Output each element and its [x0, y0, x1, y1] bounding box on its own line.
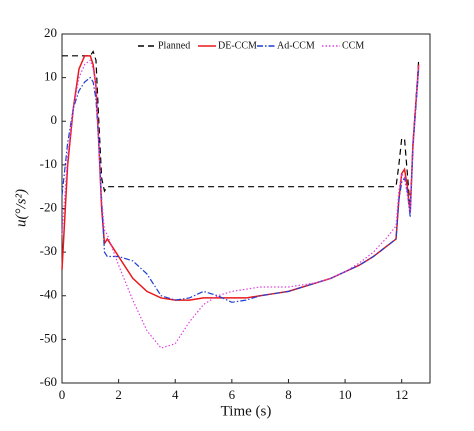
- y-tick-label: 20: [44, 25, 57, 40]
- series-line: [62, 50, 420, 209]
- y-tick-label: -50: [40, 330, 57, 345]
- y-tick-label: -30: [40, 243, 57, 258]
- series-line: [61, 55, 420, 301]
- legend-label: Planned: [158, 40, 190, 51]
- legend-label: Ad-CCM: [277, 40, 315, 51]
- x-tick-label: 6: [229, 387, 236, 402]
- x-tick-label: 8: [285, 387, 292, 402]
- series-line: [61, 59, 420, 349]
- y-tick-label: -20: [40, 199, 57, 214]
- legend-label: CCM: [342, 40, 364, 51]
- x-tick-label: 4: [172, 387, 179, 402]
- plot-frame: [61, 33, 431, 384]
- x-axis-label: Time (s): [221, 403, 272, 419]
- x-tick-label: 10: [339, 387, 352, 402]
- y-tick-label: 10: [44, 69, 57, 84]
- y-tick-label: 0: [51, 112, 58, 127]
- x-tick-label: 2: [115, 387, 122, 402]
- x-tick-label: 0: [59, 387, 66, 402]
- y-axis-label: u(°/s²): [13, 189, 29, 227]
- y-tick-label: -60: [40, 374, 57, 389]
- y-tick-label: -40: [40, 287, 57, 302]
- x-tick-label: 12: [395, 387, 408, 402]
- legend-label: DE-CCM: [218, 40, 257, 51]
- y-tick-label: -10: [40, 156, 57, 171]
- series-line: [61, 68, 420, 303]
